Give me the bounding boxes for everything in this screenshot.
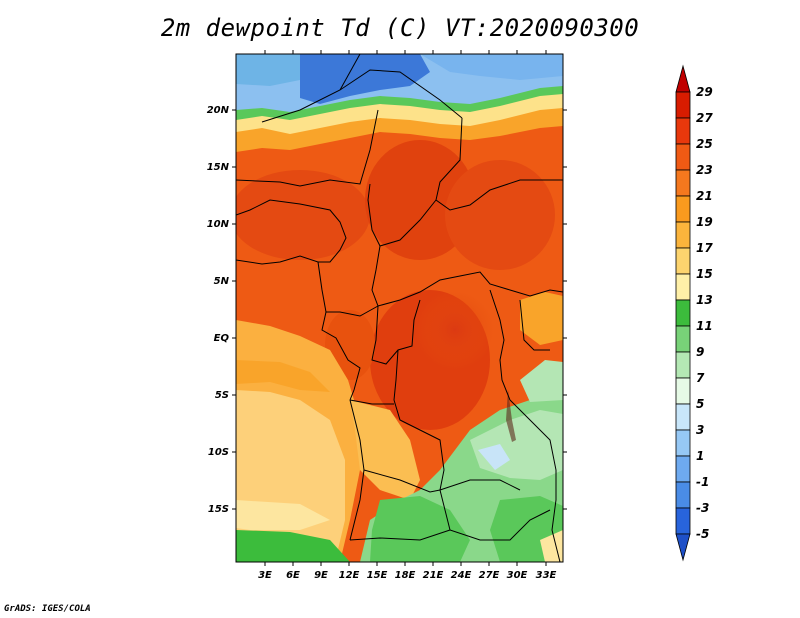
colorbar-label: 17 [696, 241, 713, 255]
longitude-axis: 3E 6E 9E 12E 15E 18E 21E 24E 27E 30E 33E [258, 50, 557, 581]
colorbar-segment [675, 273, 691, 301]
lon-label: 30E [507, 570, 528, 581]
colorbar-segment [675, 429, 691, 457]
colorbar-label: 3 [696, 423, 704, 437]
lat-label: EQ [214, 333, 230, 344]
colorbar-segment [675, 247, 691, 275]
credit-label: GrADS: IGES/COLA [4, 604, 91, 614]
dewpoint-field [236, 54, 563, 562]
colorbar-label: 19 [696, 215, 713, 229]
country-borders [236, 54, 563, 562]
colorbar-segment [675, 91, 691, 119]
colorbar-segment [675, 117, 691, 145]
lon-label: 6E [286, 570, 300, 581]
colorbar-segment [675, 351, 691, 379]
colorbar-segment [675, 325, 691, 353]
lat-label: 15N [207, 162, 230, 173]
colorbar: 29 27 25 23 21 19 17 15 13 11 9 7 5 3 1 -1 -3 -5 [675, 64, 713, 562]
colorbar-label: -1 [696, 475, 709, 489]
colorbar-segment [675, 221, 691, 249]
map-frame [235, 53, 564, 563]
lon-label: 33E [536, 570, 557, 581]
colorbar-label: 23 [696, 163, 713, 177]
lat-label: 5N [214, 276, 230, 287]
lat-label: 10N [207, 219, 230, 230]
colorbar-segment [675, 481, 691, 509]
lon-label: 9E [314, 570, 328, 581]
colorbar-label: 27 [696, 111, 713, 125]
lat-label: 5S [215, 390, 229, 401]
latitude-axis: 20N 15N 10N 5N EQ 5S 10S 15S [207, 105, 567, 515]
colorbar-label: 21 [696, 189, 713, 203]
lat-label: 10S [208, 447, 229, 458]
colorbar-segment [675, 195, 691, 223]
colorbar-label: 5 [696, 397, 704, 411]
colorbar-label: 11 [696, 319, 713, 333]
colorbar-label: 9 [696, 345, 704, 359]
colorbar-segment [675, 455, 691, 483]
lat-label: 20N [207, 105, 230, 116]
lon-label: 24E [451, 570, 472, 581]
lon-label: 12E [339, 570, 360, 581]
lat-label: 15S [208, 504, 229, 515]
lon-label: 18E [395, 570, 416, 581]
colorbar-label: -3 [696, 501, 709, 515]
colorbar-top-triangle [675, 64, 691, 93]
colorbar-segment [675, 377, 691, 405]
colorbar-segment [675, 403, 691, 431]
colorbar-segment [675, 507, 691, 535]
colorbar-segment [675, 143, 691, 171]
colorbar-label: 7 [696, 371, 705, 385]
colorbar-segment [675, 299, 691, 327]
colorbar-label: -5 [696, 527, 709, 541]
map-title: 2m dewpoint Td (C) VT:2020090300 [160, 14, 640, 42]
lon-label: 3E [258, 570, 272, 581]
colorbar-label: 1 [696, 449, 704, 463]
lon-label: 27E [479, 570, 500, 581]
lon-label: 21E [423, 570, 444, 581]
colorbar-label: 29 [696, 85, 713, 99]
colorbar-segment [675, 169, 691, 197]
colorbar-label: 13 [696, 293, 713, 307]
colorbar-bottom-triangle [675, 533, 691, 562]
colorbar-label: 25 [696, 137, 713, 151]
colorbar-label: 15 [696, 267, 713, 281]
lon-label: 15E [367, 570, 388, 581]
